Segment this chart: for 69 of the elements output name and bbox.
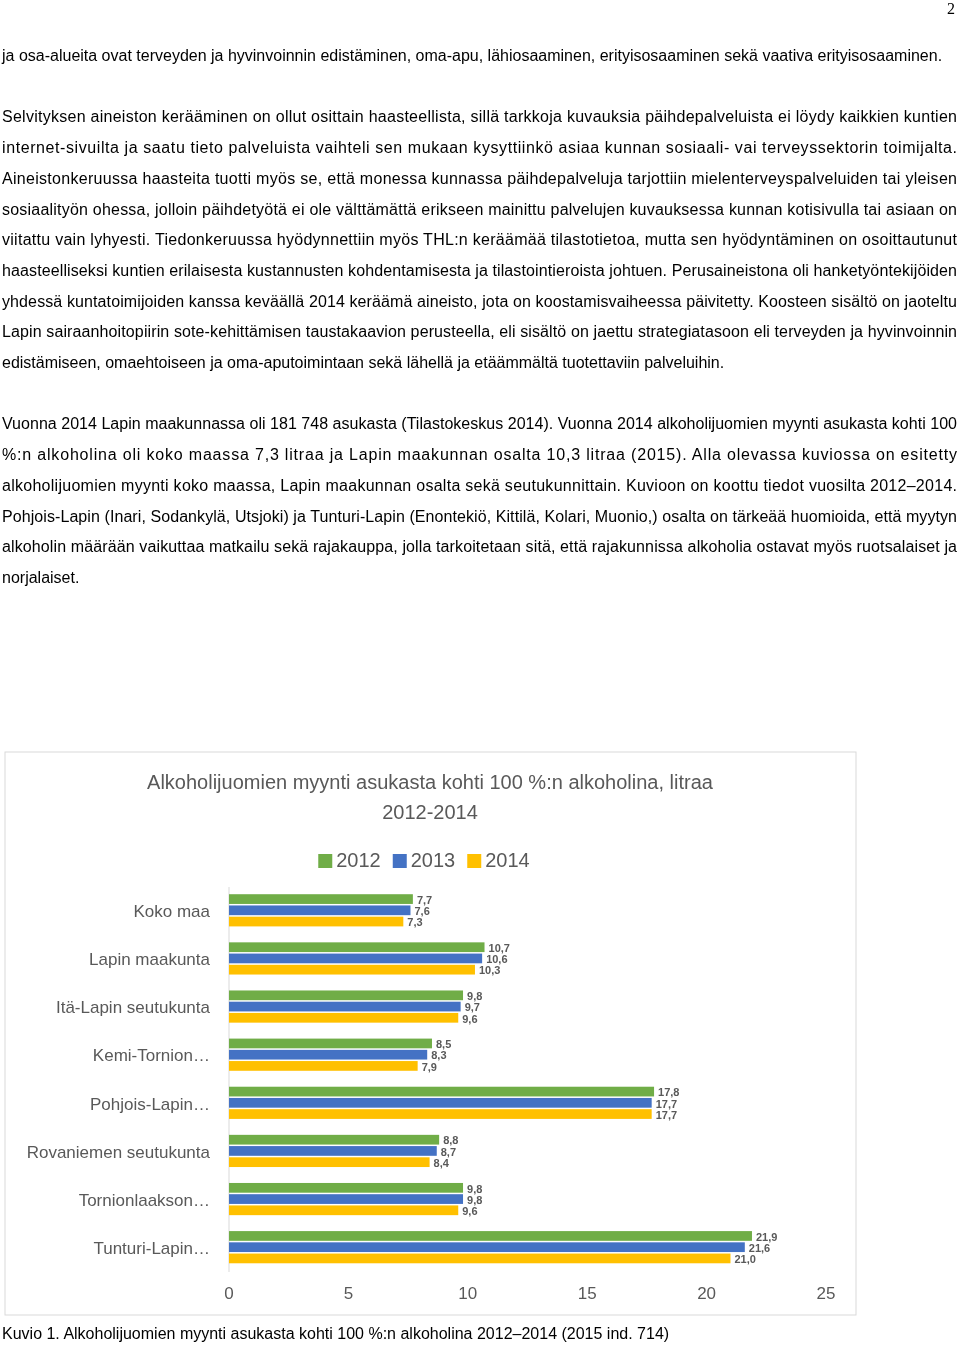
- data-label: 9,6: [462, 1205, 478, 1218]
- bar: [229, 964, 475, 975]
- bar: [229, 1182, 464, 1193]
- data-label: 7,3: [407, 916, 423, 929]
- data-label: 7,6: [414, 905, 430, 918]
- bar: [229, 1253, 731, 1264]
- bar: [229, 1012, 459, 1023]
- data-label: 17,7: [655, 1108, 678, 1121]
- x-tick-label: 25: [816, 1284, 836, 1303]
- data-label: 7,9: [421, 1060, 437, 1073]
- data-label: 8,4: [433, 1156, 450, 1169]
- bar: [229, 1086, 655, 1097]
- bar: [229, 905, 411, 916]
- data-label: 10,6: [486, 953, 508, 966]
- data-label: 8,8: [443, 1134, 459, 1147]
- bar: [229, 1242, 745, 1253]
- bar: [229, 916, 404, 927]
- x-tick-label: 20: [697, 1284, 717, 1303]
- text: Vuonna 2014 Lapin maakunnassa oli 181 748 asukasta (Tilastokeskus 2014). Vuonna 2014 alkoholijuomien myynti asukasta kohti 100 %:n alkoholina oli koko maassa 7,3 litraa ja Lapin maakunnan osalta 10,3 litraa (2015). Alla olevassa kuviossa on esitetty alkoholijuomien myynti koko maassa, Lapin maakunnan osalta sekä seutukunnittain. Kuvioon on koottu tiedot vuosilta 2012–2014. Pohjois-Lapin (Inari, Sodankylä, Utsjoki) ja Tunturi-Lapin (Enontekiö, Kittilä, Kolari, Muonio,) osalta on tärkeää huomioida, että myytyn alkoholin määrään vaikuttaa matkailu sekä rajakauppa, jolla tarkoitetaan sitä, että rajakunnissa alkoholia ostavat myös ruotsalaiset ja norjalaiset.: [2, 415, 958, 586]
- bar: [229, 894, 413, 904]
- bar: [229, 1134, 440, 1145]
- bar: [229, 990, 464, 1001]
- bar: [229, 953, 483, 964]
- text: Kuvio 1. Alkoholijuomien myynti asukasta kohti 100 %:n alkoholina 2012–2014 (2015 ind. 714): [2, 1325, 670, 1342]
- data-label: 9,6: [462, 1012, 478, 1025]
- bar: [229, 1109, 652, 1119]
- text: ja osa-alueita ovat terveyden ja hyvinvoinnin edistäminen, oma-apu, lähiosaaminen, erityisosaaminen sekä vaativa erityisosaaminen.: [1, 47, 943, 64]
- bar: [229, 942, 485, 953]
- x-tick-label: 10: [458, 1284, 478, 1303]
- data-label: 10,7: [488, 941, 510, 954]
- legend-label: 2012: [336, 849, 381, 871]
- bar: [229, 1205, 459, 1216]
- bar: [229, 1097, 652, 1108]
- chart-title: Alkoholijuomien myynti asukasta kohti 100 %:n alkoholina, litraa 2012-2014: [147, 771, 714, 823]
- text: 2: [947, 0, 955, 17]
- bar: [229, 1146, 437, 1156]
- bar: [229, 1038, 432, 1049]
- y-tick-label: Tunturi-Lapin…: [93, 1238, 210, 1258]
- x-tick-label: 0: [224, 1284, 234, 1303]
- bar: [229, 1194, 464, 1204]
- data-label: 17,7: [655, 1097, 678, 1110]
- data-label: 21,0: [734, 1253, 756, 1266]
- data-label: 8,5: [435, 1038, 452, 1051]
- data-label: 9,8: [467, 1182, 483, 1195]
- y-tick-label: Itä-Lapin seutukunta: [55, 998, 211, 1018]
- bar: [229, 1157, 430, 1168]
- data-label: 7,7: [416, 893, 433, 906]
- data-label: 10,3: [478, 964, 501, 977]
- bar: [229, 1231, 752, 1241]
- data-label: 8,3: [431, 1049, 447, 1062]
- data-label: 21,9: [755, 1230, 778, 1243]
- data-label: 8,7: [440, 1145, 457, 1158]
- y-tick-label: Lapin maakunta: [89, 950, 211, 970]
- legend-label: 2013: [410, 849, 456, 871]
- y-tick-label: Koko maa: [133, 902, 211, 922]
- y-tick-label: Pohjois-Lapin…: [89, 1094, 210, 1114]
- text: Selvityksen aineiston kerääminen on ollut osittain haasteellista, sillä tarkkoja kuvauksia päihdepalveluista ei löydy kaikkien kuntien internet-sivuilta ja saatu tieto palveluista vaihteli sen mukaan kysyttiinkö asiaa kunnan sosiaali- vai terveyssektorin toimijalta. Aineistonkeruussa haasteita tuotti myös se, että monessa kunnassa päihdepalveluja tarjottiin mielenterveyspalveluiden tai yleisen sosiaalityön ohessa, jolloin päihdetyötä ei ole välttämättä erikseen mainittu palvelujen kuvauksessa kunnan kotisivulla tai asiaan on viitattu vain lyhyesti. Tiedonkeruussa hyödynnettiin myös THL:n keräämää tilastotietoa, mutta sen hyödyntäminen on osoittautunut haasteelliseksi kuntien erilaisesta kustannusten kohdentamisesta ja tilastointieroista johtuen. Perusaineistona oli hanketyöntekijöiden yhdessä kuntatoimijoiden kanssa keväällä 2014 keräämä aineisto, jota on koostamisvaiheessa päivitetty. Koosteen sisältö on jaoteltu Lapin sairaanhoitopiirin sote-kehittämisen taustakaavion perusteella, eli sisältö on jaettu strategiatasoon eli terveyden ja hyvinvoinnin edistämiseen, omaehtoiseen ja oma-aputoimintaan sekä lähellä ja etäämmältä tuotettaviin palveluihin.: [2, 108, 957, 371]
- bar: [229, 1049, 428, 1060]
- data-label: 9,8: [467, 990, 483, 1003]
- bar: [229, 1001, 461, 1012]
- bar: [229, 1061, 418, 1071]
- legend-label: 2014: [485, 849, 530, 871]
- x-tick-label: 5: [343, 1284, 354, 1303]
- data-label: 9,7: [464, 1001, 480, 1014]
- y-tick-label: Tornionlaakson…: [78, 1190, 210, 1210]
- x-tick-label: 15: [577, 1284, 597, 1303]
- data-label: 17,8: [658, 1086, 680, 1099]
- y-tick-label: Kemi-Tornion…: [92, 1046, 210, 1066]
- y-tick-label: Rovaniemen seutukunta: [26, 1142, 211, 1162]
